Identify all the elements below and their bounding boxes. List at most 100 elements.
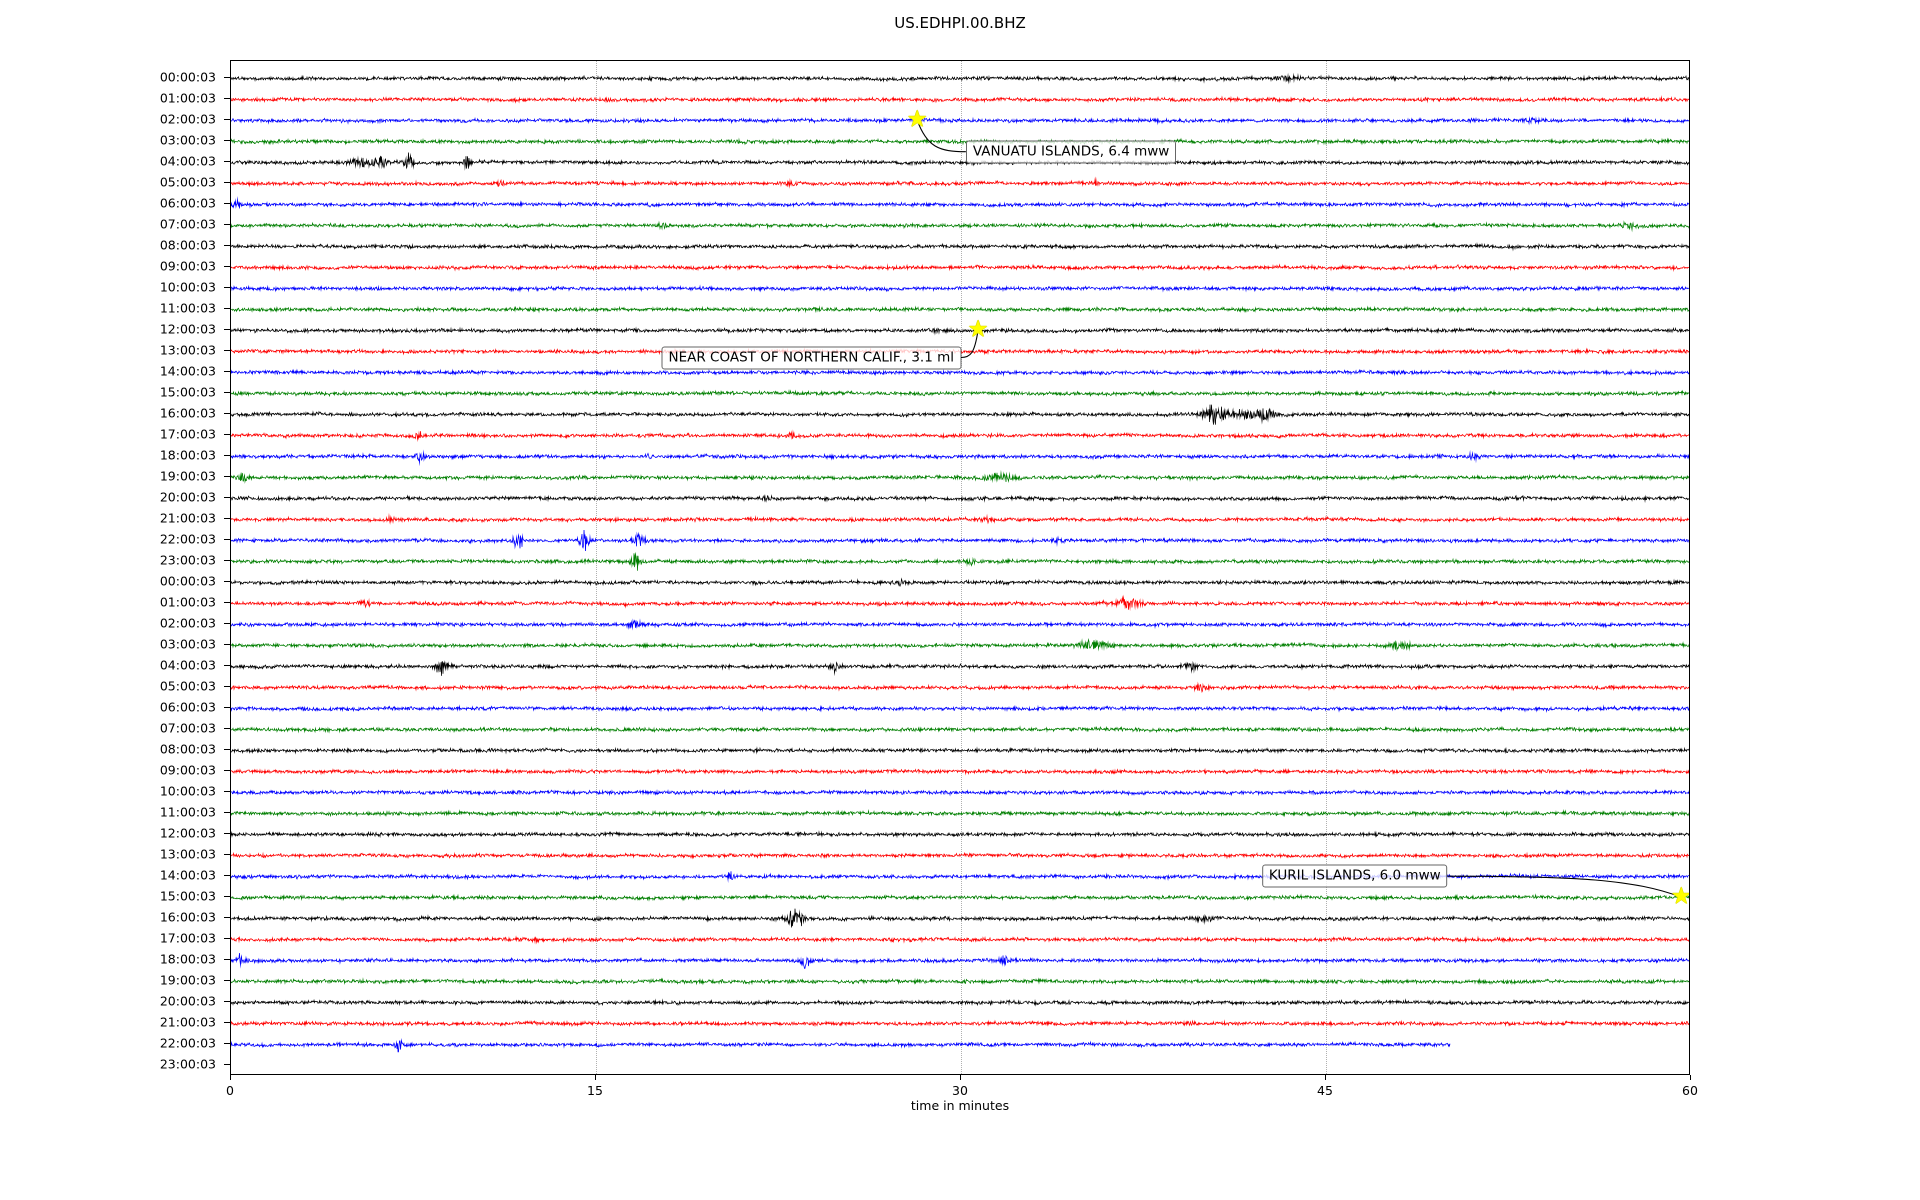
y-axis-tick-mark [224, 728, 230, 730]
trace-row [231, 382, 1689, 404]
y-axis-tick-mark [224, 266, 230, 268]
y-axis-tick-mark [224, 224, 230, 226]
y-axis-tick-mark [224, 770, 230, 772]
trace-waveform [231, 1054, 1689, 1074]
trace-row [231, 109, 1689, 131]
trace-waveform [231, 1012, 1689, 1034]
x-axis-tick-label: 30 [952, 1083, 968, 1098]
y-axis-tick-mark [224, 1064, 230, 1066]
y-axis-tick-mark [224, 434, 230, 436]
trace-row [231, 697, 1689, 719]
y-axis-tick-label: 07:00:03 [159, 216, 216, 232]
y-axis-tick-mark [224, 140, 230, 142]
y-axis-tick-label: 08:00:03 [159, 237, 216, 253]
y-axis-tick-mark [224, 1022, 230, 1024]
trace-waveform [231, 949, 1689, 971]
x-axis-tick-mark [1690, 1075, 1691, 1080]
trace-row [231, 298, 1689, 320]
event-label-box[interactable]: KURIL ISLANDS, 6.0 mww [1261, 864, 1448, 888]
trace-waveform [231, 172, 1689, 194]
event-label-box[interactable]: VANUATU ISLANDS, 6.4 mww [965, 140, 1177, 164]
y-axis-tick-mark [224, 77, 230, 79]
trace-row [231, 130, 1689, 152]
y-axis-tick-mark [224, 308, 230, 310]
trace-row [231, 466, 1689, 488]
x-axis-tick-mark [230, 1075, 231, 1080]
y-axis-tick-mark [224, 791, 230, 793]
trace-waveform [231, 256, 1689, 278]
y-axis-tick-mark [224, 413, 230, 415]
y-axis-tick-label: 13:00:03 [159, 846, 216, 862]
y-axis-tick-label: 00:00:03 [159, 573, 216, 589]
y-axis-tick-label: 01:00:03 [159, 90, 216, 106]
y-axis-tick-mark [224, 959, 230, 961]
trace-waveform [231, 130, 1689, 152]
trace-row [231, 88, 1689, 110]
y-axis-tick-label: 23:00:03 [159, 1056, 216, 1072]
y-axis-tick-mark [224, 455, 230, 457]
y-axis-tick-label: 02:00:03 [159, 615, 216, 631]
y-axis-tick-mark [224, 476, 230, 478]
x-axis-tick-mark [1325, 1075, 1326, 1080]
y-axis-tick-label: 14:00:03 [159, 363, 216, 379]
trace-row [231, 991, 1689, 1013]
trace-waveform [231, 571, 1689, 593]
trace-waveform [231, 319, 1689, 341]
y-axis-tick-label: 15:00:03 [159, 888, 216, 904]
trace-row [231, 529, 1689, 551]
trace-waveform [231, 970, 1689, 992]
y-axis-tick-mark [224, 182, 230, 184]
y-axis-tick-mark [224, 812, 230, 814]
trace-row [231, 277, 1689, 299]
trace-waveform [231, 613, 1689, 635]
y-axis-tick-label: 03:00:03 [159, 636, 216, 652]
y-axis-tick-label: 04:00:03 [159, 657, 216, 673]
y-axis-tick-label: 11:00:03 [159, 804, 216, 820]
page-title: US.EDHPI.00.BHZ [894, 14, 1026, 32]
trace-row [231, 886, 1689, 908]
y-axis-tick-label: 10:00:03 [159, 783, 216, 799]
trace-row [231, 655, 1689, 677]
y-axis-tick-label: 03:00:03 [159, 132, 216, 148]
trace-waveform [231, 382, 1689, 404]
trace-row [231, 487, 1689, 509]
trace-row [231, 718, 1689, 740]
trace-row [231, 571, 1689, 593]
trace-waveform [231, 907, 1689, 929]
y-axis-tick-label: 13:00:03 [159, 342, 216, 358]
trace-row [231, 823, 1689, 845]
y-axis-tick-mark [224, 707, 230, 709]
y-axis-tick-label: 12:00:03 [159, 321, 216, 337]
trace-row [231, 760, 1689, 782]
y-axis-tick-label: 14:00:03 [159, 867, 216, 883]
y-axis-tick-mark [224, 371, 230, 373]
x-axis-tick-label: 15 [587, 1083, 603, 1098]
trace-row [231, 235, 1689, 257]
trace-waveform [231, 424, 1689, 446]
y-axis-tick-label: 16:00:03 [159, 405, 216, 421]
y-axis-tick-label: 19:00:03 [159, 468, 216, 484]
trace-row [231, 550, 1689, 572]
x-axis-tick-label: 45 [1317, 1083, 1333, 1098]
y-axis-tick-mark [224, 854, 230, 856]
x-axis-tick-mark [960, 1075, 961, 1080]
trace-row [231, 949, 1689, 971]
trace-waveform [231, 886, 1689, 908]
event-label-box[interactable]: NEAR COAST OF NORTHERN CALIF., 3.1 ml [661, 346, 961, 369]
y-axis-tick-mark [224, 623, 230, 625]
y-axis-tick-mark [224, 98, 230, 100]
trace-row [231, 424, 1689, 446]
y-axis-tick-label: 17:00:03 [159, 930, 216, 946]
trace-row [231, 844, 1689, 866]
y-axis-tick-mark [224, 161, 230, 163]
trace-waveform [231, 88, 1689, 110]
y-axis-tick-label: 00:00:03 [159, 69, 216, 85]
trace-waveform [231, 781, 1689, 803]
trace-row [231, 151, 1689, 173]
trace-row [231, 592, 1689, 614]
trace-waveform [231, 802, 1689, 824]
trace-row [231, 256, 1689, 278]
y-axis-tick-label: 19:00:03 [159, 972, 216, 988]
trace-waveform [231, 823, 1689, 845]
